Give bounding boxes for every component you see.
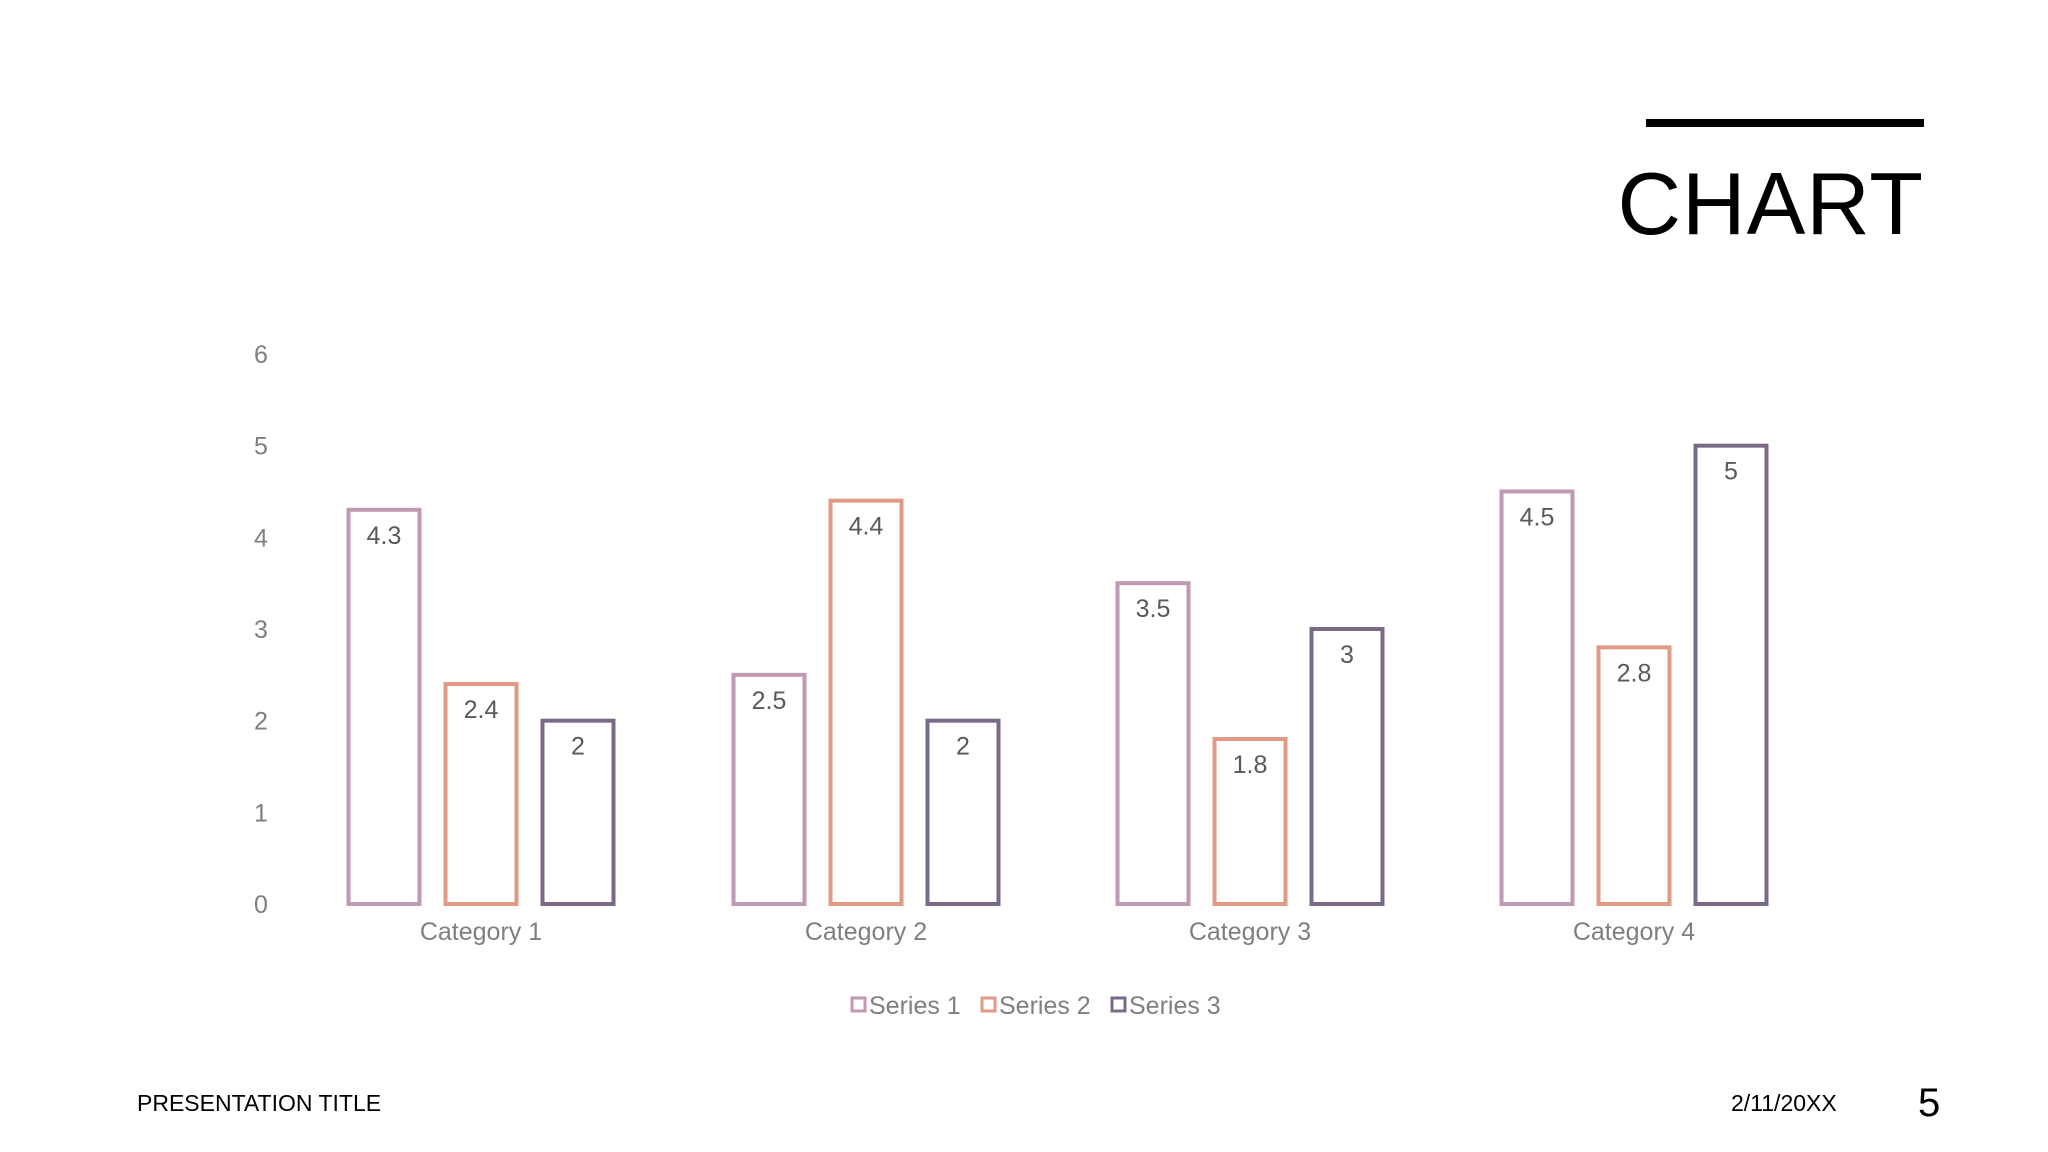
data-label: 2.5 [752,687,787,715]
legend-swatch-series-1 [850,996,867,1013]
footer-presentation-title: PRESENTATION TITLE [137,1090,382,1116]
slide-title: CHART [1617,154,1924,253]
x-category-label: Category 1 [420,918,542,946]
legend-label: Series 3 [1129,992,1221,1020]
data-label: 2.4 [464,696,499,724]
bar-series-3-category-2 [925,718,1001,907]
bar-series-1-category-3 [1115,581,1191,907]
y-tick-label: 4 [254,524,268,552]
page-number: 5 [1918,1081,1941,1125]
legend-label: Series 2 [999,992,1091,1020]
data-label: 2 [956,733,970,761]
bar-series-1-category-2 [731,672,807,906]
data-label: 1.8 [1233,751,1268,779]
y-tick-label: 2 [254,708,268,736]
x-category-label: Category 3 [1189,918,1311,946]
data-label: 4.4 [849,513,884,541]
data-label: 4.3 [367,522,402,550]
data-label: 2.8 [1617,659,1652,687]
x-category-label: Category 4 [1573,918,1695,946]
legend-swatch-series-3 [1110,996,1127,1013]
bar-series-2-category-3 [1212,737,1288,906]
y-tick-label: 5 [254,433,268,461]
data-label: 2 [571,733,585,761]
data-label: 3 [1340,641,1354,669]
footer-date: 2/11/20XX [1731,1090,1837,1116]
legend-swatch-series-2 [980,996,997,1013]
bar-series-3-category-3 [1309,627,1385,906]
legend-label: Series 1 [869,992,961,1020]
y-tick-label: 3 [254,616,268,644]
y-tick-label: 1 [254,799,268,827]
y-tick-label: 6 [254,341,268,369]
bar-series-3-category-4 [1693,443,1769,906]
data-label: 4.5 [1520,504,1555,532]
bar-series-1-category-1 [346,507,422,906]
title-rule [1646,119,1924,127]
bar-series-3-category-1 [540,718,616,907]
x-category-label: Category 2 [805,918,927,946]
bar-series-2-category-2 [828,498,904,906]
data-label: 5 [1724,458,1738,486]
bar-series-1-category-4 [1499,489,1575,906]
data-label: 3.5 [1136,595,1171,623]
y-tick-label: 0 [254,891,268,919]
bar-series-2-category-1 [443,682,519,906]
bar-series-2-category-4 [1596,645,1672,906]
